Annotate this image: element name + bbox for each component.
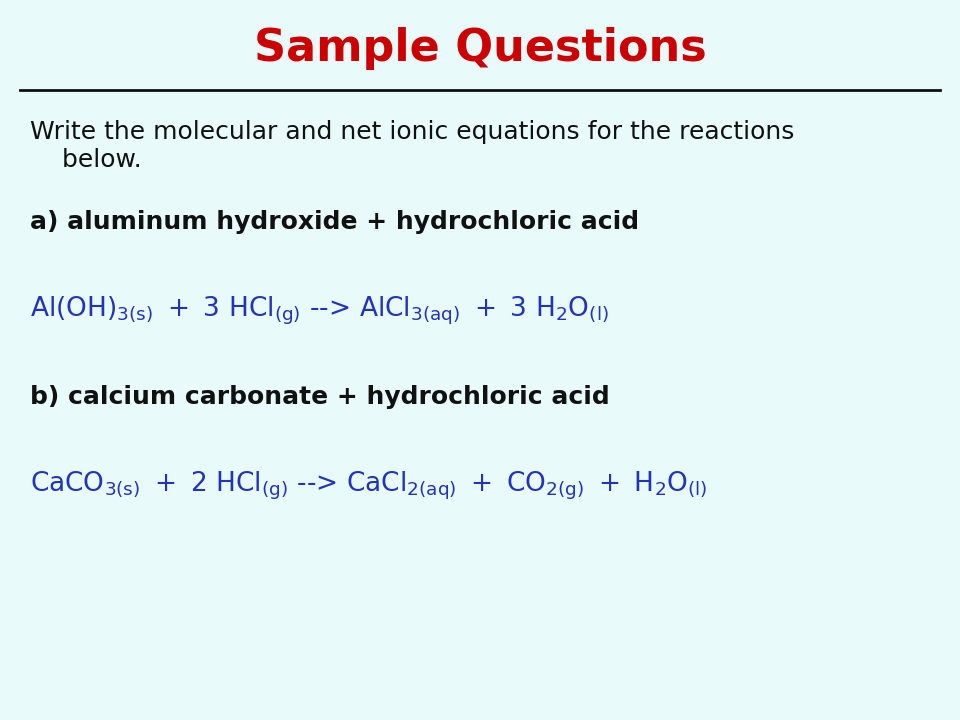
Text: b) calcium carbonate + hydrochloric acid: b) calcium carbonate + hydrochloric acid [30,385,610,409]
Text: below.: below. [30,148,142,172]
Text: $\mathrm{Al(OH)_{3(s)}\ +\ 3\ HCl_{(g)}\ \mathtt{\text{-->}}\ AlCl_{3(aq)}\ +\ 3: $\mathrm{Al(OH)_{3(s)}\ +\ 3\ HCl_{(g)}\… [30,295,609,328]
Text: a) aluminum hydroxide + hydrochloric acid: a) aluminum hydroxide + hydrochloric aci… [30,210,639,234]
Text: $\mathrm{CaCO_{3(s)}\ +\ 2\ HCl_{(g)}\ \mathtt{\text{-->}}\ CaCl_{2(aq)}\ +\ CO_: $\mathrm{CaCO_{3(s)}\ +\ 2\ HCl_{(g)}\ \… [30,470,708,503]
Text: Sample Questions: Sample Questions [253,27,707,70]
Text: Write the molecular and net ionic equations for the reactions: Write the molecular and net ionic equati… [30,120,794,144]
